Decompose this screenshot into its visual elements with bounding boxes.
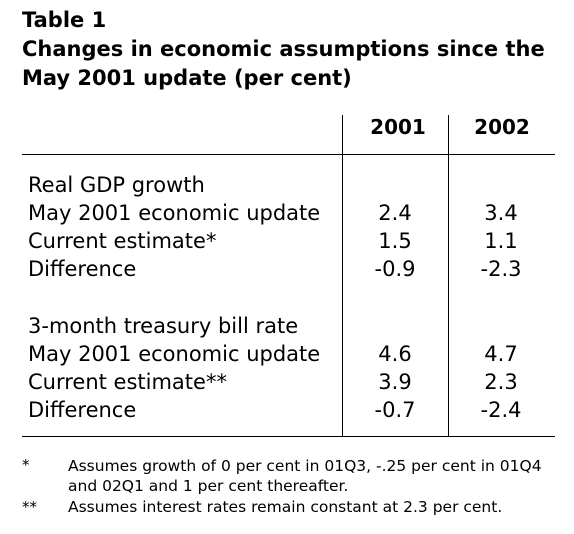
table-title: Table 1 Changes in economic assumptions … (22, 6, 545, 93)
row-label: Difference (28, 257, 137, 281)
section-heading-tbill: 3-month treasury bill rate (28, 314, 299, 338)
cell-value: -2.3 (480, 257, 522, 281)
column-header-2002: 2002 (474, 115, 530, 139)
cell-value: 2.3 (484, 370, 518, 394)
cell-value: -0.9 (374, 257, 416, 281)
table-number: Table 1 (22, 8, 107, 32)
cell-value: -2.4 (480, 398, 522, 422)
row-label: May 2001 economic update (28, 342, 321, 366)
header-rule (22, 154, 555, 155)
footnote-text-1: Assumes growth of 0 per cent in 01Q3, -.… (68, 457, 542, 495)
row-label: May 2001 economic update (28, 201, 321, 225)
footnote-text-2: Assumes interest rates remain constant a… (68, 498, 503, 516)
cell-value: -0.7 (374, 398, 416, 422)
row-label: Difference (28, 398, 137, 422)
footnote-mark-1: * (22, 456, 30, 474)
cell-value: 2.4 (378, 201, 412, 225)
column-divider-left (342, 115, 343, 436)
cell-value: 4.6 (378, 342, 412, 366)
row-label: Current estimate* (28, 229, 217, 253)
cell-value: 3.4 (484, 201, 518, 225)
section-heading-gdp: Real GDP growth (28, 173, 205, 197)
footnote-mark-2: ** (22, 498, 37, 516)
column-header-2001: 2001 (370, 115, 426, 139)
cell-value: 1.5 (378, 229, 412, 253)
cell-value: 3.9 (378, 370, 412, 394)
table-caption-line-1: Changes in economic assumptions since th… (22, 37, 545, 61)
column-divider-middle (448, 115, 449, 436)
table-caption-line-2: May 2001 update (per cent) (22, 66, 352, 90)
bottom-rule (22, 436, 555, 437)
cell-value: 1.1 (484, 229, 518, 253)
row-label: Current estimate** (28, 370, 227, 394)
cell-value: 4.7 (484, 342, 518, 366)
